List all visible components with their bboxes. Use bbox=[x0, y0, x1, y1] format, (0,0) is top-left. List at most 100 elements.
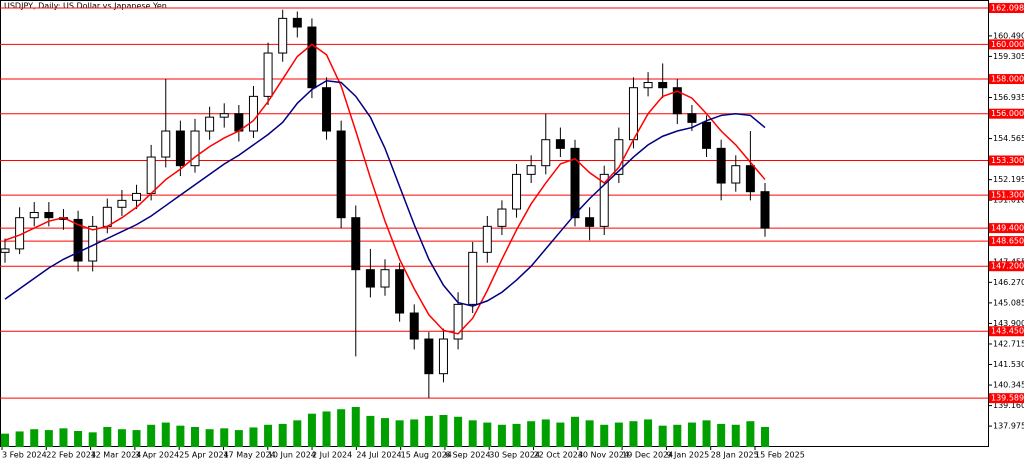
volume-bar bbox=[687, 422, 696, 447]
volume-bar bbox=[264, 424, 273, 447]
candle-body bbox=[73, 218, 83, 262]
volume-bar bbox=[74, 431, 83, 447]
y-tick-label: 140.345 bbox=[993, 381, 1024, 390]
volume-bar bbox=[337, 409, 346, 447]
volume-bar bbox=[117, 429, 126, 447]
x-tick-label: 22 Feb 2024 bbox=[46, 451, 96, 460]
y-tick-label: 156.935 bbox=[993, 93, 1024, 102]
volume-bar bbox=[673, 424, 682, 447]
volume-bar bbox=[249, 427, 258, 447]
volume-bar bbox=[103, 427, 112, 447]
candle-body bbox=[146, 156, 156, 194]
volume-bar bbox=[351, 407, 360, 447]
moving-average bbox=[4, 43, 766, 335]
candle-body bbox=[438, 338, 448, 375]
y-tick-label: 143.900 bbox=[993, 319, 1024, 328]
volume-bar bbox=[483, 422, 492, 447]
x-tick-label: 30 Sep 2024 bbox=[489, 451, 540, 460]
volume-bar bbox=[132, 430, 141, 447]
volume-bar bbox=[278, 423, 287, 447]
candle-body bbox=[263, 52, 273, 97]
y-tick-label: 139.160 bbox=[993, 401, 1024, 410]
level-label: 143.450 bbox=[991, 327, 1024, 336]
x-tick-label: 15 Feb 2025 bbox=[755, 451, 805, 460]
candle-body bbox=[190, 130, 200, 167]
x-tick-label: 25 Apr 2024 bbox=[179, 451, 228, 460]
candle-body bbox=[555, 139, 565, 149]
level-label: 147.200 bbox=[991, 262, 1024, 271]
y-tick-label: 146.270 bbox=[993, 278, 1024, 287]
volume-bar bbox=[220, 428, 229, 447]
candle-body bbox=[468, 251, 478, 305]
level-label: 153.300 bbox=[991, 156, 1024, 165]
candle-body bbox=[322, 87, 332, 132]
level-label-bg bbox=[989, 236, 1024, 247]
candle-body bbox=[628, 87, 638, 141]
level-label-bg bbox=[989, 190, 1024, 201]
volume-bar bbox=[571, 416, 579, 447]
volume-bar bbox=[600, 424, 609, 447]
candle-body bbox=[351, 217, 361, 271]
x-tick-label: 22 Oct 2024 bbox=[534, 451, 583, 460]
candle-body bbox=[44, 211, 54, 219]
volume-bar bbox=[614, 422, 623, 447]
x-tick-label: 24 Jul 2024 bbox=[356, 451, 401, 460]
candle-body bbox=[687, 113, 697, 123]
x-tick-label: 28 Jan 2025 bbox=[711, 451, 759, 460]
candle-body bbox=[161, 130, 171, 158]
candle-body bbox=[29, 211, 39, 219]
volume-bar bbox=[395, 420, 404, 447]
candle-body bbox=[395, 269, 405, 314]
candle-body bbox=[745, 165, 755, 193]
candle-body bbox=[760, 191, 770, 229]
candle-body bbox=[175, 130, 185, 167]
y-tick-label: 154.565 bbox=[993, 134, 1024, 143]
candle-body bbox=[248, 95, 258, 132]
volume-bar bbox=[410, 419, 419, 447]
candle-body bbox=[614, 139, 624, 175]
level-label-bg bbox=[989, 223, 1024, 234]
level-label-bg bbox=[989, 326, 1024, 337]
candle-body bbox=[117, 199, 127, 208]
x-tick-label: 6 Sep 2024 bbox=[445, 451, 491, 460]
x-tick-label: 30 Nov 2024 bbox=[578, 451, 629, 460]
volume-bar bbox=[702, 420, 711, 447]
volume-bar bbox=[629, 421, 638, 447]
volume-bar bbox=[147, 424, 156, 447]
volume-bar bbox=[468, 420, 477, 447]
volume-bar bbox=[234, 430, 243, 447]
volume-bar bbox=[30, 429, 39, 447]
y-tick-label: 159.305 bbox=[993, 52, 1024, 61]
level-label-bg bbox=[989, 155, 1024, 166]
x-tick-label: 12 Mar 2024 bbox=[91, 451, 142, 460]
volume-bar bbox=[176, 425, 185, 447]
candle-body bbox=[307, 26, 317, 89]
candle-body bbox=[570, 147, 580, 219]
candle-body bbox=[453, 303, 463, 340]
level-label-bg bbox=[989, 74, 1024, 85]
candle-body bbox=[336, 130, 346, 219]
volume-bar bbox=[585, 420, 594, 447]
y-tick-label: 151.010 bbox=[993, 196, 1024, 205]
volume-bar bbox=[191, 427, 199, 447]
candle-body bbox=[380, 269, 390, 288]
x-tick-label: 19 Dec 2024 bbox=[622, 451, 673, 460]
level-label-bg bbox=[989, 108, 1024, 119]
level-label: 160.000 bbox=[991, 40, 1024, 49]
volume-bar bbox=[424, 415, 433, 447]
volume-bar bbox=[644, 419, 653, 447]
plot-frame bbox=[0, 0, 989, 447]
volume-bar bbox=[527, 421, 536, 447]
candle-body bbox=[205, 116, 215, 132]
candle-body bbox=[365, 269, 375, 288]
volume-bar bbox=[761, 427, 769, 447]
candle-body bbox=[512, 173, 522, 210]
level-label: 162.098 bbox=[991, 4, 1024, 13]
y-tick-label: 160.490 bbox=[993, 31, 1024, 40]
volume-bar bbox=[746, 421, 755, 447]
level-label: 151.300 bbox=[991, 191, 1024, 200]
volume-bar bbox=[307, 413, 316, 447]
candle-body bbox=[219, 113, 229, 118]
candle-body bbox=[731, 165, 741, 184]
